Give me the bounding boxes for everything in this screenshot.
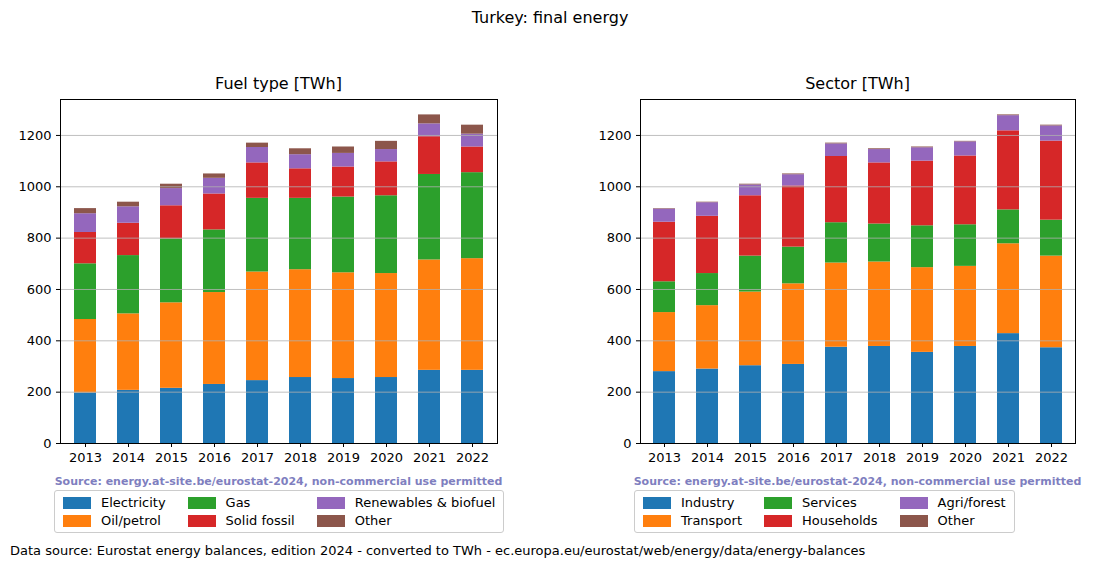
svg-text:1000: 1000: [18, 179, 51, 194]
svg-text:2020: 2020: [949, 450, 982, 465]
svg-text:2014: 2014: [691, 450, 724, 465]
html-text:Sector [TWh]: Sector [TWh]: [805, 74, 910, 93]
svg-text:2013: 2013: [648, 450, 681, 465]
html-text:Agri/forest: Agri/forest: [937, 495, 1006, 510]
html-text:Other: Other: [354, 513, 392, 528]
html-text:Fuel type [TWh]: Fuel type [TWh]: [215, 74, 342, 93]
svg-text:800: 800: [27, 230, 52, 245]
svg-text:2022: 2022: [1035, 450, 1068, 465]
html-text:Renewables & biofuel: Renewables & biofuel: [354, 495, 496, 510]
html-text:Gas: Gas: [225, 495, 251, 510]
html-text:Solid fossil: Solid fossil: [225, 513, 295, 528]
svg-text:0: 0: [43, 436, 51, 451]
svg-text:2013: 2013: [69, 450, 102, 465]
html-text:Data source: Eurostat energy b: Data source: Eurostat energy balances, e…: [10, 543, 866, 558]
svg-text:0: 0: [623, 436, 631, 451]
html-text:Electricity: Electricity: [101, 495, 166, 510]
html-text:Services: Services: [802, 495, 857, 510]
svg-text:2021: 2021: [992, 450, 1025, 465]
html-text:Households: Households: [802, 513, 878, 528]
html-text:Other: Other: [937, 513, 975, 528]
html-text:Source: energy.at-site.be/euro: Source: energy.at-site.be/eurostat-2024,…: [54, 475, 503, 488]
svg-text:2015: 2015: [734, 450, 767, 465]
svg-text:2021: 2021: [413, 450, 446, 465]
svg-text:2019: 2019: [327, 450, 360, 465]
svg-text:2017: 2017: [820, 450, 853, 465]
svg-text:2017: 2017: [241, 450, 274, 465]
html-text:Oil/petrol: Oil/petrol: [101, 513, 161, 528]
html-text:Source: energy.at-site.be/euro: Source: energy.at-site.be/eurostat-2024,…: [633, 475, 1082, 488]
svg-text:2016: 2016: [198, 450, 231, 465]
svg-text:600: 600: [27, 282, 52, 297]
svg-text:200: 200: [27, 384, 52, 399]
html-text:Industry: Industry: [681, 495, 735, 510]
svg-text:2018: 2018: [863, 450, 896, 465]
svg-text:200: 200: [607, 384, 632, 399]
svg-text:2020: 2020: [370, 450, 403, 465]
svg-text:2019: 2019: [906, 450, 939, 465]
svg-text:2018: 2018: [284, 450, 317, 465]
svg-text:2016: 2016: [777, 450, 810, 465]
svg-text:1000: 1000: [598, 179, 631, 194]
svg-text:800: 800: [607, 230, 632, 245]
svg-text:2015: 2015: [155, 450, 188, 465]
svg-text:2014: 2014: [112, 450, 145, 465]
svg-text:400: 400: [607, 333, 632, 348]
html-text:Transport: Transport: [681, 513, 742, 528]
svg-text:1200: 1200: [18, 128, 51, 143]
svg-text:600: 600: [607, 282, 632, 297]
svg-text:400: 400: [27, 333, 52, 348]
svg-text:1200: 1200: [598, 128, 631, 143]
svg-text:2022: 2022: [456, 450, 489, 465]
html-text:Turkey: final energy: Turkey: final energy: [471, 8, 629, 27]
